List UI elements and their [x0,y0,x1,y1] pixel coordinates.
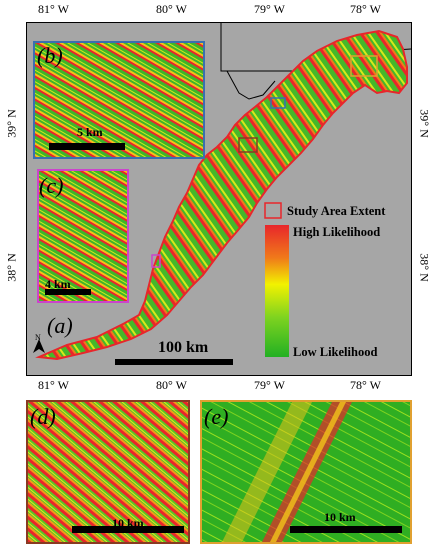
legend-gradient [265,225,289,357]
study-area [35,29,408,361]
inset-c-scale-bar [45,289,91,295]
inset-c [37,169,129,303]
inset-d [26,400,190,544]
lon-tick-bottom: 79° W [254,378,285,392]
inset-e-scale-bar [290,526,402,533]
panel-label-e: (e) [204,404,229,429]
main-scale-label: 100 km [158,339,209,356]
lon-tick-top: 78° W [350,2,381,16]
panel-label-a: (a) [47,313,73,338]
marker-d [238,137,258,153]
lat-tick-right: 38° N [417,253,431,282]
legend-low-label: Low Likelihood [293,345,378,359]
inset-b-scale-label: 5 km [77,125,103,139]
inset-d-scale-label: 10 km [112,516,144,530]
main-scale-bar [115,359,233,365]
lon-tick-bottom: 78° W [350,378,381,392]
panel-label-c: (c) [39,173,64,198]
state-border [226,70,276,100]
legend-study-area-swatch [264,202,282,219]
map-canvas [33,23,411,365]
north-label: N [35,333,41,342]
lat-tick-right: 39° N [417,109,431,138]
inset-b-scale-bar [49,143,125,150]
marker-c [151,254,161,268]
lat-tick-left: 38° N [4,253,19,282]
inset-d-scale-bar [72,526,184,533]
panel-label-d: (d) [30,404,56,429]
marker-e [350,55,378,77]
lon-tick-top: 79° W [254,2,285,16]
panel-label-b: (b) [37,43,63,68]
legend-study-area-label: Study Area Extent [287,204,386,218]
inset-b [33,41,205,159]
inset-c-scale-label: 4 km [45,277,71,291]
legend-high-label: High Likelihood [293,225,381,239]
inset-e [200,400,412,544]
inset-e-scale-label: 10 km [324,510,356,524]
lon-tick-bottom: 80° W [156,378,187,392]
lon-tick-bottom: 81° W [38,378,69,392]
marker-b [270,97,286,109]
lon-tick-top: 81° W [38,2,69,16]
lat-tick-left: 39° N [4,109,19,138]
lon-tick-top: 80° W [156,2,187,16]
main-map: (b) 5 km (c) 4 km (a) 100 km N Study Are… [26,22,412,376]
north-arrow-icon [33,339,45,353]
